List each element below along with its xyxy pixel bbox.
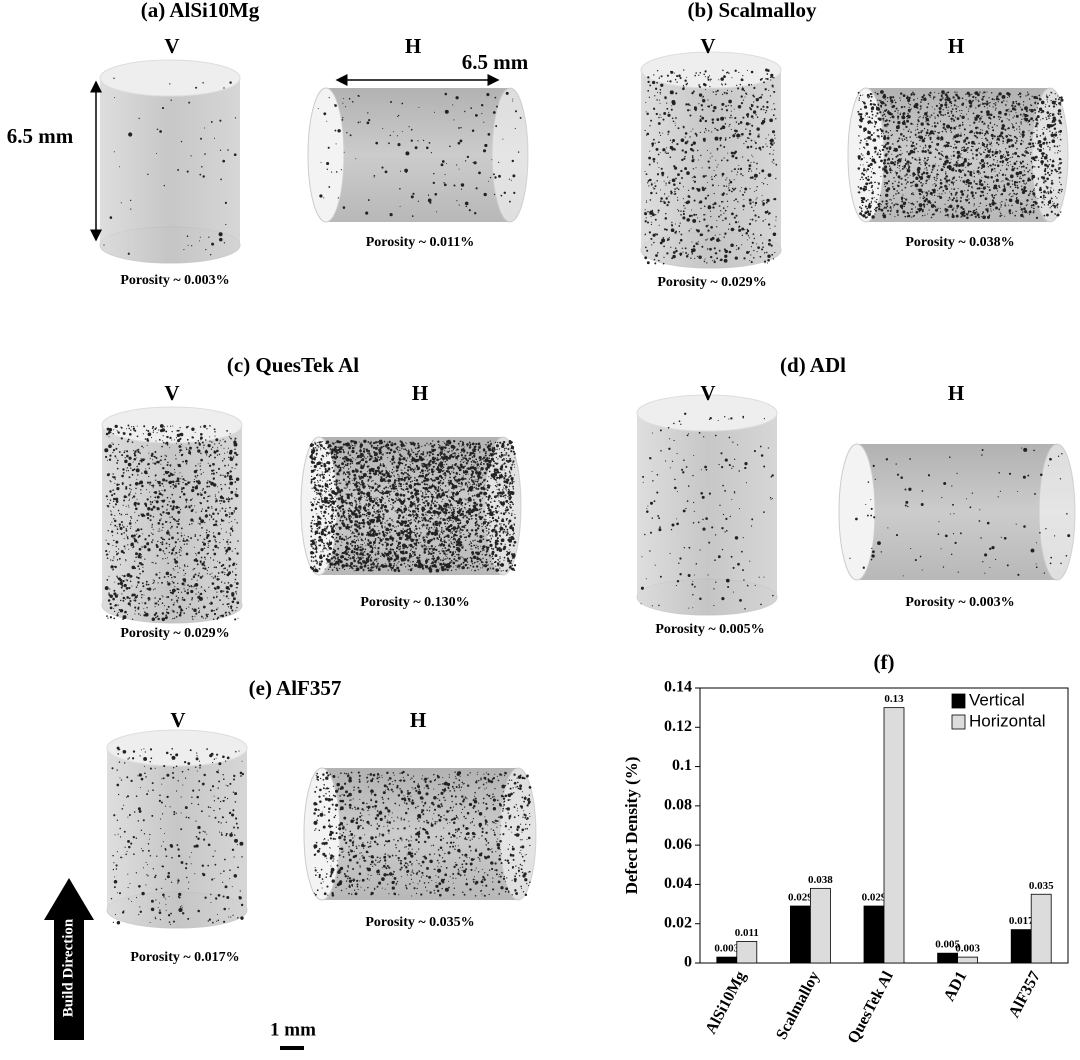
pores: [313, 770, 532, 897]
cylinder-end: [838, 443, 876, 581]
legend-swatch: [951, 693, 966, 709]
build-direction-arrow: [44, 878, 94, 1040]
porosity-label: Porosity ~ 0.005%: [655, 622, 764, 637]
porosity-label: Porosity ~ 0.029%: [120, 626, 229, 641]
cylinder-top: [99, 59, 241, 97]
view-label: V: [700, 34, 715, 58]
x-tick-label: AD1: [941, 969, 971, 1004]
cylinder-body: [107, 748, 247, 928]
scale-bar-label: 1 mm: [270, 1019, 316, 1040]
porosity-label: Porosity ~ 0.003%: [120, 273, 229, 288]
y-tick-label: 0.12: [664, 718, 692, 735]
y-tick-label: 0.1: [672, 757, 692, 774]
cylinder-body: [857, 444, 1075, 580]
cylinder-top: [636, 394, 778, 432]
pores: [857, 90, 1064, 220]
legend-swatch: [951, 714, 966, 730]
value-label: 0.038: [808, 874, 833, 886]
view-label: H: [948, 381, 964, 405]
bar: [736, 940, 758, 964]
view-label: H: [410, 708, 426, 732]
value-label: 0.005: [935, 939, 960, 951]
porosity-label: Porosity ~ 0.003%: [905, 595, 1014, 610]
porosity-label: Porosity ~ 0.029%: [657, 275, 766, 290]
bar: [957, 956, 978, 964]
view-label: V: [164, 34, 179, 58]
pores: [309, 439, 517, 573]
bar: [810, 887, 831, 964]
view-label: V: [164, 381, 179, 405]
panel-title: (b) Scalmalloy: [688, 0, 817, 22]
cylinder-body: [100, 78, 240, 263]
porosity-label: Porosity ~ 0.011%: [366, 235, 475, 250]
bar: [1010, 929, 1032, 964]
view-label: V: [700, 381, 715, 405]
y-tick-label: 0.14: [664, 679, 692, 696]
pores: [644, 68, 778, 265]
bar: [863, 905, 885, 964]
build-direction-label: Build Direction: [60, 918, 76, 1017]
cylinders: [99, 51, 1076, 929]
porosity-label: Porosity ~ 0.130%: [360, 595, 469, 610]
legend-label: Horizontal: [969, 711, 1046, 730]
value-label: 0.011: [735, 927, 759, 939]
pores: [317, 91, 522, 217]
value-label: 0.003: [714, 943, 739, 955]
bar: [790, 905, 811, 964]
panel-title: (e) AlF357: [249, 676, 342, 700]
value-label: 0.029: [788, 892, 813, 904]
bar: [883, 707, 905, 964]
x-tick-label: AlF357: [1006, 969, 1044, 1021]
bar: [937, 952, 958, 964]
value-label: 0.035: [1029, 880, 1054, 892]
view-label: H: [412, 381, 428, 405]
panel-title: (a) AlSi10Mg: [141, 0, 260, 22]
view-label: H: [405, 34, 421, 58]
cylinder-body: [637, 413, 777, 615]
cylinder-end: [1038, 443, 1076, 581]
value-label: 0.13: [884, 693, 904, 705]
bar: [716, 956, 738, 964]
y-tick-label: 0.06: [664, 836, 692, 853]
view-label: H: [948, 34, 964, 58]
cylinder-body: [641, 70, 781, 268]
x-tick-label: Scalmalloy: [773, 969, 823, 1043]
bar: [1030, 893, 1052, 964]
panel-title: (d) ADl: [780, 353, 846, 377]
panel-title: (c) QuesTek Al: [227, 353, 359, 377]
y-tick-label: 0.02: [664, 914, 692, 931]
cylinder-top: [101, 406, 243, 444]
view-label: V: [170, 708, 185, 732]
y-tick-label: 0.04: [664, 875, 692, 892]
legend-label: Vertical: [969, 690, 1025, 709]
height-label: 6.5 mm: [7, 124, 74, 148]
cylinder-end: [491, 87, 529, 223]
y-axis-label: Defect Density (%): [622, 757, 641, 895]
cylinder-end: [307, 87, 345, 223]
porosity-label: Porosity ~ 0.035%: [365, 915, 474, 930]
width-label: 6.5 mm: [462, 50, 529, 74]
y-tick-label: 0.08: [664, 797, 692, 814]
value-label: 0.003: [955, 943, 980, 955]
value-label: 0.029: [862, 892, 887, 904]
y-tick-label: 0: [684, 954, 692, 971]
scale-bar: [280, 1046, 304, 1050]
porosity-label: Porosity ~ 0.038%: [905, 235, 1014, 250]
value-label: 0.017: [1009, 915, 1034, 927]
chart-title: (f): [874, 650, 895, 674]
x-tick-label: QuesTek Al: [845, 968, 897, 1046]
x-tick-label: AlSi10Mg: [702, 969, 749, 1037]
porosity-label: Porosity ~ 0.017%: [130, 950, 239, 965]
